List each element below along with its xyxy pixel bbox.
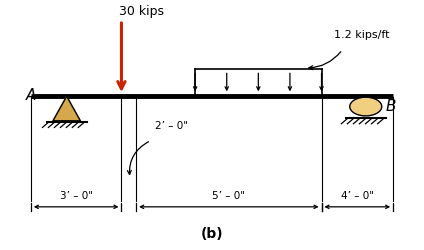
- Text: 3’ – 0": 3’ – 0": [60, 191, 93, 201]
- Text: 30 kips: 30 kips: [119, 4, 165, 18]
- Text: (b): (b): [201, 227, 223, 241]
- Polygon shape: [53, 96, 81, 121]
- Circle shape: [350, 97, 382, 116]
- Text: A: A: [26, 88, 36, 102]
- Text: 1.2 kips/ft: 1.2 kips/ft: [334, 30, 390, 40]
- Text: 4’ – 0": 4’ – 0": [341, 191, 374, 201]
- Text: 2’ – 0": 2’ – 0": [155, 121, 188, 131]
- Text: B: B: [386, 98, 396, 114]
- Text: 5’ – 0": 5’ – 0": [212, 191, 245, 201]
